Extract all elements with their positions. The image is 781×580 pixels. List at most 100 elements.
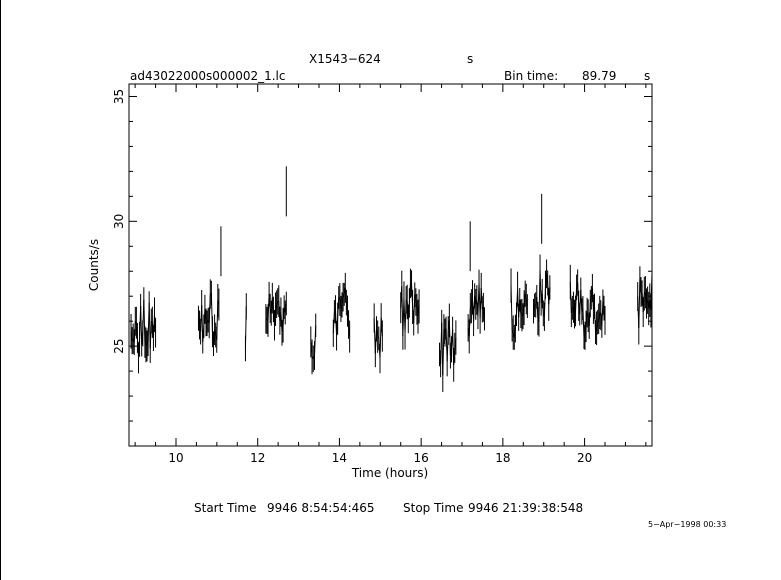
data-point-link xyxy=(601,302,604,326)
data-point-link xyxy=(208,294,211,323)
data-point-link xyxy=(153,314,157,333)
data-point-link xyxy=(442,329,445,376)
data-point-link xyxy=(348,324,351,337)
data-point-link xyxy=(511,329,514,333)
data-point-link xyxy=(599,312,602,316)
data-point-link xyxy=(520,313,523,316)
data-point-link xyxy=(569,282,572,313)
data-point-link xyxy=(278,301,281,321)
data-point-link xyxy=(583,335,586,338)
data-point-link xyxy=(267,294,270,321)
data-point-link xyxy=(216,300,219,340)
data-point-link xyxy=(146,341,149,347)
data-point-link xyxy=(377,336,380,339)
axis-tick-labels: 10 12 14 16 18 20 25 30 35 xyxy=(112,89,592,465)
data-point-link xyxy=(586,312,589,316)
data-point-link xyxy=(338,297,341,300)
start-time-label: Start Time xyxy=(194,501,257,515)
data-point-link xyxy=(284,303,287,313)
data-point-link xyxy=(342,294,345,298)
data-point-link xyxy=(375,328,379,337)
data-point-link xyxy=(453,347,456,365)
data-point-link xyxy=(523,293,526,308)
data-point-link xyxy=(273,309,277,326)
data-point-link xyxy=(591,287,594,310)
data-point-link xyxy=(449,349,453,356)
y-tick-label: 25 xyxy=(112,338,126,353)
data-point-link xyxy=(575,287,578,311)
stop-time-value: 9946 21:39:38:548 xyxy=(468,501,584,515)
data-point-link xyxy=(572,307,575,315)
data-point-link xyxy=(522,307,525,317)
data-point-link xyxy=(217,300,220,305)
bin-time-label: Bin time: xyxy=(504,69,559,83)
x-tick-label: 10 xyxy=(168,451,183,465)
data-point-link xyxy=(141,333,144,345)
data-point-link xyxy=(468,308,471,337)
x-axis-label: Time (hours) xyxy=(351,466,428,480)
data-point-link xyxy=(415,301,418,310)
data-point-link xyxy=(650,272,653,311)
data-point-link xyxy=(580,289,583,312)
data-point-link xyxy=(276,301,279,305)
data-point-link xyxy=(408,283,411,303)
data-point-link xyxy=(143,299,146,343)
data-point-link xyxy=(282,307,285,326)
data-point-link xyxy=(474,295,477,305)
data-point-link xyxy=(345,302,348,312)
x-tick-label: 18 xyxy=(495,451,510,465)
data-point-link xyxy=(525,298,528,307)
data-point-link xyxy=(584,326,587,336)
data-point-link xyxy=(588,303,591,326)
date-stamp: 5−Apr−1998 00:33 xyxy=(648,520,727,529)
data-point-link xyxy=(341,297,344,305)
y-tick-label: 35 xyxy=(112,89,126,104)
data-point-link xyxy=(454,337,457,348)
x-tick-label: 12 xyxy=(250,451,265,465)
data-point-link xyxy=(405,299,408,303)
data-point-link xyxy=(514,314,517,329)
data-point-link xyxy=(596,322,599,329)
window-left-border xyxy=(0,0,1,580)
bin-time-value: 89.79 xyxy=(582,69,617,83)
data-point-link xyxy=(639,279,642,293)
data-point-link xyxy=(134,321,137,324)
data-point-link xyxy=(201,305,204,342)
data-point-link xyxy=(482,307,485,319)
data-point-link xyxy=(332,311,335,334)
data-point-link xyxy=(268,294,271,309)
data-point-link xyxy=(140,305,143,345)
data-point-link xyxy=(469,305,472,309)
data-point-link xyxy=(644,292,647,304)
data-point-link xyxy=(570,307,573,313)
y-tick-label: 30 xyxy=(112,214,126,229)
data-point-link xyxy=(473,295,476,322)
x-tick-label: 16 xyxy=(414,451,429,465)
data-point-link xyxy=(407,302,410,319)
data-point-link xyxy=(133,321,136,343)
data-point-link xyxy=(336,318,339,336)
data-point-link xyxy=(480,288,483,310)
stop-time-label: Stop Time xyxy=(403,501,464,515)
data-point-link xyxy=(135,322,138,338)
data-point-link xyxy=(138,339,141,358)
data-point-link xyxy=(344,287,347,303)
data-point-link xyxy=(275,304,278,310)
data-point-link xyxy=(404,299,407,333)
data-point-link xyxy=(214,329,217,336)
data-point-link xyxy=(642,293,645,313)
data-point-link xyxy=(380,317,383,337)
data-point-link xyxy=(577,282,580,306)
data-point-link xyxy=(602,302,605,309)
data-point-link xyxy=(513,328,516,338)
x-tick-label: 20 xyxy=(577,451,592,465)
data-point-link xyxy=(533,305,536,312)
data-point-link xyxy=(337,297,340,319)
data-point-link xyxy=(595,328,598,333)
data-point-link xyxy=(452,329,455,365)
data-point-link xyxy=(519,299,522,314)
data-point-link xyxy=(593,306,597,333)
data-point-link xyxy=(548,287,551,305)
data-point-link xyxy=(130,331,133,341)
